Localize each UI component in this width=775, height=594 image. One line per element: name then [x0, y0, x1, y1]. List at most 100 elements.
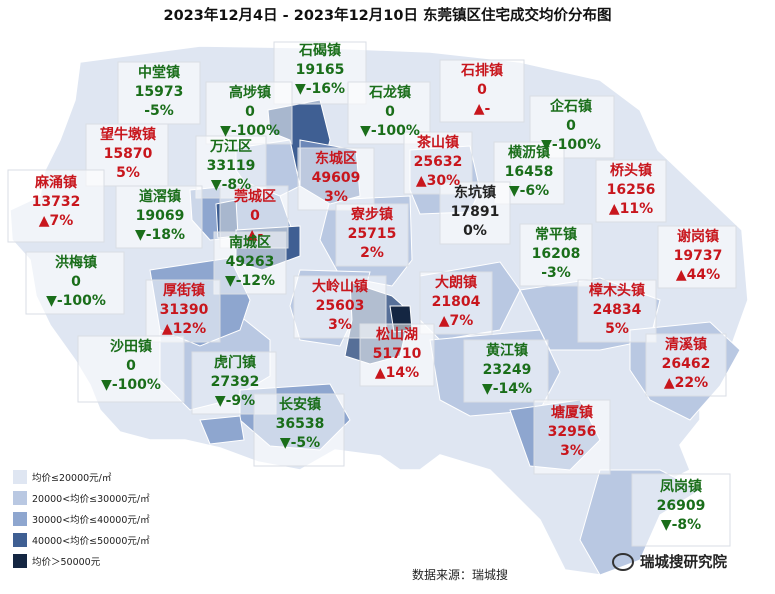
town-price: 0: [126, 358, 136, 374]
town-price: 24834: [592, 302, 642, 318]
town-name: 清溪镇: [665, 337, 707, 353]
town-name: 桥头镇: [610, 163, 652, 179]
town-change: ▲14%: [374, 365, 420, 381]
town-label-humen: 虎门镇 27392 ▼-9%: [194, 354, 276, 411]
town-label-shijie: 石碣镇 19165 ▼-16%: [280, 42, 360, 99]
brand-name: 瑞城搜研究院: [640, 555, 727, 571]
town-name: 洪梅镇: [55, 255, 97, 271]
town-name: 莞城区: [234, 189, 276, 205]
town-change: ▼-16%: [294, 81, 346, 97]
town-price: 21804: [431, 294, 481, 310]
town-name: 石碣镇: [299, 43, 341, 59]
town-label-changping: 常平镇 16208 -3%: [520, 226, 592, 283]
town-price: 0: [477, 82, 487, 98]
town-price: 16256: [606, 182, 656, 198]
town-change: ▲22%: [663, 375, 709, 391]
legend-label: 40000<均价≤50000元/㎡: [32, 535, 150, 547]
town-price: 33119: [206, 158, 256, 174]
town-label-wanjiang: 万江区 33119 ▼-8%: [196, 138, 266, 195]
town-label-tangxia: 塘厦镇 32956 3%: [534, 404, 610, 461]
town-name: 南城区: [229, 235, 271, 251]
town-label-zhongtang: 中堂镇 15973 -5%: [120, 64, 198, 121]
town-change: ▼-100%: [360, 123, 420, 139]
legend-item: 20000<均价≤30000元/㎡: [12, 487, 150, 508]
data-source: 数据来源：瑞城搜: [412, 568, 509, 582]
town-change: 3%: [328, 317, 352, 333]
town-name: 石龙镇: [369, 85, 411, 101]
town-label-dongcheng: 东城区 49609 3%: [298, 150, 374, 207]
legend-swatch: [12, 510, 28, 527]
legend-label: 均价＞50000元: [32, 556, 101, 568]
town-label-chashan: 茶山镇 25632 ▲30%: [404, 134, 472, 191]
town-name: 横沥镇: [508, 145, 550, 161]
town-change: ▲44%: [675, 267, 721, 283]
town-label-shipai: 石排镇 0 ▲-: [442, 62, 522, 119]
town-price: 26462: [661, 356, 711, 372]
town-price: 25603: [315, 298, 365, 314]
town-label-gaobu: 高埗镇 0 ▼-100%: [210, 84, 290, 141]
legend-swatch: [12, 489, 28, 506]
town-name: 虎门镇: [214, 355, 256, 371]
town-price: 23249: [482, 362, 532, 378]
town-price: 49609: [311, 170, 361, 186]
town-change: 2%: [360, 245, 384, 261]
town-label-xiegang: 谢岗镇 19737 ▲44%: [660, 228, 736, 285]
town-label-nancheng: 南城区 49263 ▼-12%: [214, 234, 286, 291]
legend-swatch: [12, 531, 28, 548]
town-name: 中堂镇: [138, 65, 180, 81]
town-price: 13732: [31, 194, 81, 210]
town-label-fenggang: 凤岗镇 26909 ▼-8%: [634, 478, 728, 535]
town-change: ▲7%: [38, 213, 74, 229]
legend-item: 均价＞50000元: [12, 550, 150, 571]
town-change: ▼-18%: [134, 227, 186, 243]
town-change: 5%: [605, 321, 629, 337]
town-change: -5%: [144, 103, 174, 119]
town-price: 31390: [159, 302, 209, 318]
zone-tier3: [199, 415, 245, 445]
town-name: 企石镇: [550, 99, 592, 115]
town-change: 3%: [560, 443, 584, 459]
town-price: 51710: [372, 346, 422, 362]
town-price: 0: [71, 274, 81, 290]
town-change: ▼-100%: [46, 293, 106, 309]
legend: 均价≤20000元/㎡ 20000<均价≤30000元/㎡ 30000<均价≤4…: [12, 466, 150, 571]
town-price: 0: [566, 118, 576, 134]
town-change: ▼-8%: [210, 177, 252, 193]
town-name: 樟木头镇: [589, 283, 645, 299]
town-label-qiaotou: 桥头镇 16256 ▲11%: [596, 162, 666, 219]
town-change: ▲7%: [438, 313, 474, 329]
town-label-shilong: 石龙镇 0 ▼-100%: [350, 84, 430, 141]
town-name: 谢岗镇: [677, 229, 719, 245]
town-label-dalingshan: 大岭山镇 25603 3%: [296, 278, 384, 335]
town-label-hengli: 横沥镇 16458 ▼-6%: [494, 144, 564, 201]
town-name: 凤岗镇: [660, 479, 702, 495]
town-change: ▲-: [246, 227, 264, 243]
town-change: ▲12%: [161, 321, 207, 337]
town-label-liaobu: 寮步镇 25715 2%: [336, 206, 408, 263]
town-label-daojiao: 道滘镇 19069 ▼-18%: [118, 188, 202, 245]
town-price: 15973: [134, 84, 184, 100]
town-change: ▲30%: [415, 173, 461, 189]
town-price: 25632: [413, 154, 463, 170]
town-change: 3%: [324, 189, 348, 205]
town-price: 32956: [547, 424, 597, 440]
town-price: 27392: [210, 374, 260, 390]
town-label-zhangmutou: 樟木头镇 24834 5%: [578, 282, 656, 339]
town-name: 高埗镇: [229, 85, 271, 101]
town-label-guancheng: 莞城区 0 ▲-: [222, 188, 288, 245]
town-price: 49263: [225, 254, 275, 270]
town-price: 16208: [531, 246, 581, 262]
town-price: 0: [385, 104, 395, 120]
town-name: 麻涌镇: [35, 175, 77, 191]
town-price: 16458: [504, 164, 554, 180]
legend-item: 均价≤20000元/㎡: [12, 466, 150, 487]
town-name: 望牛墩镇: [100, 127, 156, 143]
town-change: ▼-5%: [279, 435, 321, 451]
town-change: ▼-100%: [101, 377, 161, 393]
town-label-qingxi: 清溪镇 26462 ▲22%: [646, 336, 726, 393]
town-change: -3%: [541, 265, 571, 281]
town-label-dongkeng: 东坑镇 17891 0%: [440, 184, 510, 241]
legend-swatch: [12, 468, 28, 485]
town-price: 36538: [275, 416, 325, 432]
